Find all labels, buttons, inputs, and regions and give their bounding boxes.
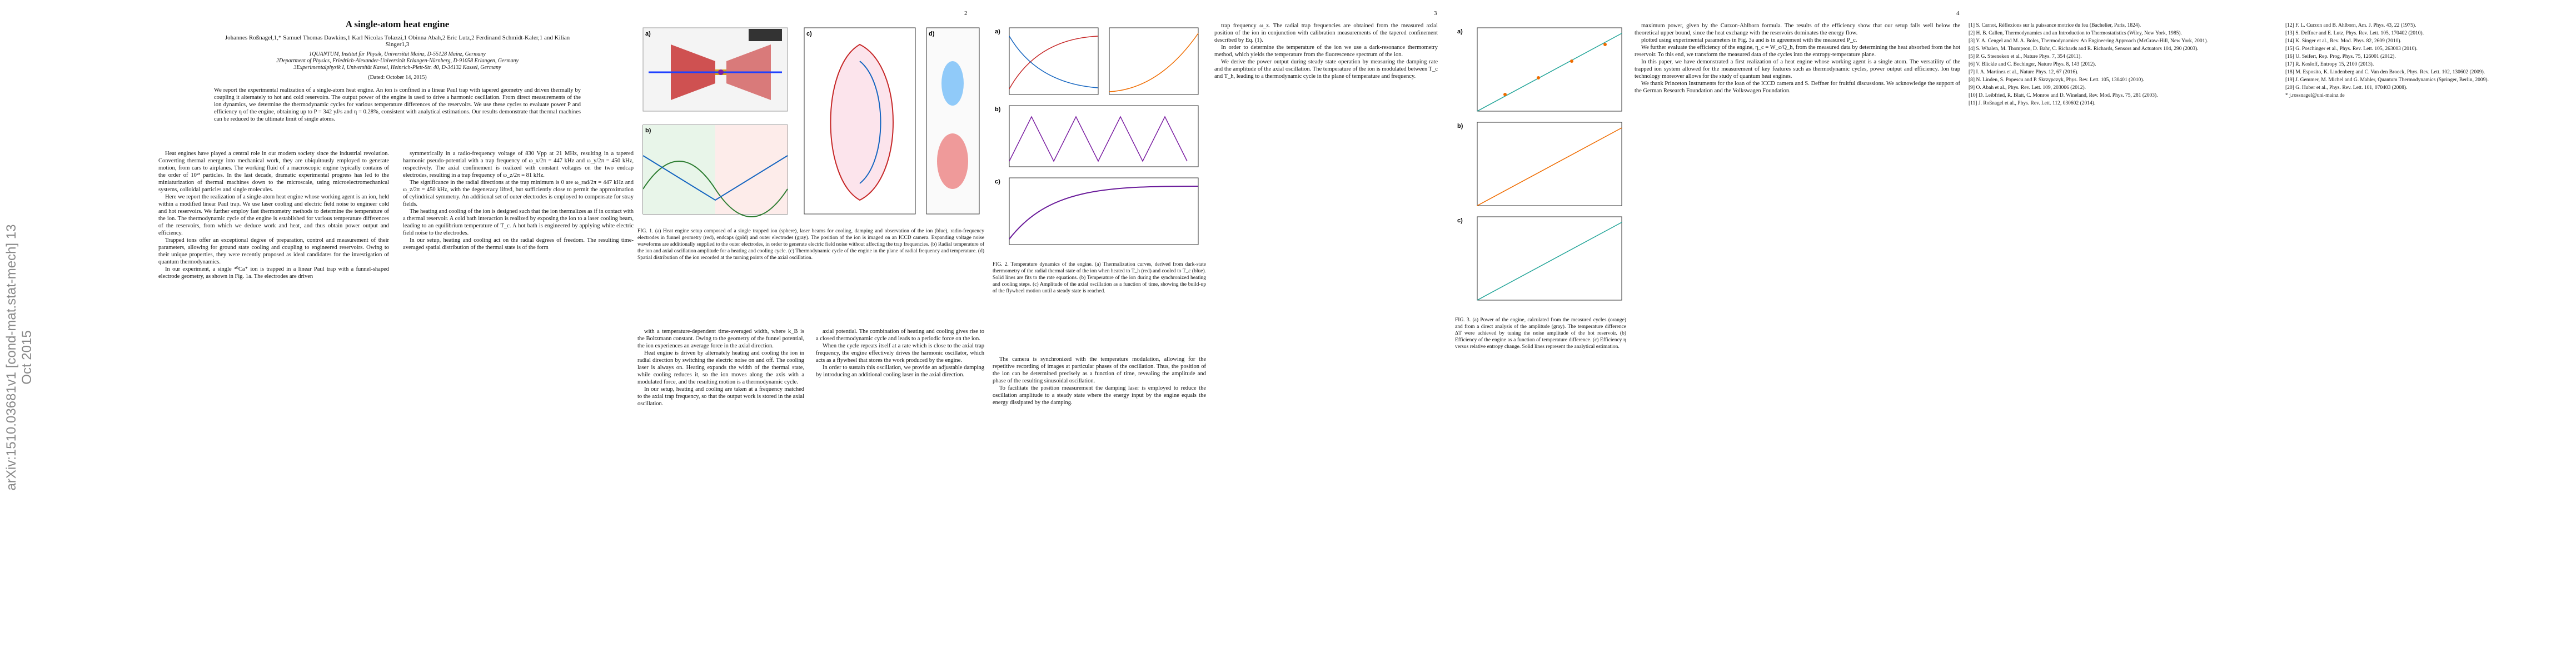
reference: [15] G. Poschinger et al., Phys. Rev. Le… — [2285, 46, 2418, 52]
figure-caption: FIG. 1. (a) Heat engine setup composed o… — [637, 228, 984, 261]
page-number: 2 — [964, 10, 968, 17]
paragraph: plotted using experimental parameters in… — [1641, 37, 1857, 43]
panel-b — [1009, 105, 1199, 167]
text-column: Heat engines have played a central role … — [158, 150, 389, 650]
figure-caption: FIG. 2. Temperature dynamics of the engi… — [993, 262, 1206, 294]
panel-a — [642, 27, 788, 112]
panel-c — [804, 27, 916, 215]
panel-label: b) — [995, 106, 1001, 113]
panel-label: c) — [995, 178, 1000, 185]
panel-d — [926, 27, 980, 215]
reference: * j.rossnagel@uni-mainz.de — [2285, 93, 2345, 98]
paragraph: In order to sustain this oscillation, we… — [816, 365, 984, 378]
panel-c — [1009, 177, 1199, 245]
reference: [5] P. G. Steeneken et al., Nature Phys.… — [1969, 54, 2082, 59]
references: [1] S. Carnot, Réflexions sur la puissan… — [1969, 22, 2276, 650]
paragraph: with a temperature-dependent time-averag… — [637, 328, 804, 349]
affiliation: 2Department of Physics, Friedrich-Alexan… — [276, 58, 519, 64]
text-column: The camera is synchronized with the temp… — [993, 356, 1206, 650]
paragraph: When the cycle repeats itself at a rate … — [816, 343, 984, 364]
paragraph: Here we report the realization of a sing… — [158, 194, 389, 236]
reference: [4] S. Whalen, M. Thompson, D. Bahr, C. … — [1969, 46, 2199, 52]
paragraph: The heating and cooling of the ion is de… — [403, 208, 634, 236]
paragraph: maximum power, given by the Curzon-Ahlbo… — [1635, 23, 1960, 36]
paragraph: In order to determine the temperature of… — [1214, 44, 1438, 58]
text-column: maximum power, given by the Curzon-Ahlbo… — [1635, 22, 1960, 650]
paragraph: The significance in the radial direction… — [403, 180, 634, 207]
text-column: with a temperature-dependent time-averag… — [637, 328, 804, 650]
paragraph: In this paper, we have demonstrated a fi… — [1635, 59, 1960, 79]
page-number: 3 — [1434, 10, 1437, 17]
panel-label: c) — [806, 31, 812, 37]
reference: [10] D. Leibfried, R. Blatt, C. Monroe a… — [1969, 93, 2158, 98]
paragraph: Heat engines have played a central role … — [158, 151, 389, 193]
panel-c — [1477, 216, 1622, 301]
panel-a — [1009, 27, 1199, 95]
reference: [6] V. Blickle and C. Bechinger, Nature … — [1969, 62, 2096, 67]
figure-caption: FIG. 3. (a) Power of the engine, calcula… — [1455, 317, 1626, 350]
references: [12] F. L. Curzon and B. Ahlborn, Am. J.… — [2285, 22, 2568, 650]
panel-label: a) — [995, 28, 1000, 35]
reference: [1] S. Carnot, Réflexions sur la puissan… — [1969, 23, 2141, 28]
figure-2: a) b) c) — [995, 27, 1199, 245]
arxiv-stamp: arXiv:1510.03681v1 [cond-mat.stat-mech] … — [4, 224, 34, 491]
title: A single-atom heat engine — [345, 19, 450, 29]
affiliations: 1QUANTUM, Institut für Physik, Universit… — [214, 51, 581, 71]
panel-label: b) — [1457, 123, 1463, 130]
panel-label: d) — [929, 31, 935, 37]
paragraph: symmetrically in a radio-frequency volta… — [403, 151, 634, 178]
paragraph: In our setup, heating and cooling are ta… — [637, 386, 804, 407]
paragraph: axial potential. The combination of heat… — [816, 328, 984, 342]
reference: [14] K. Singer et al., Rev. Mod. Phys. 8… — [2285, 38, 2401, 44]
reference: [2] H. B. Callen, Thermodynamics and an … — [1969, 31, 2182, 36]
reference: [16] U. Seifert, Rep. Prog. Phys. 75, 12… — [2285, 54, 2396, 59]
paragraph: trap frequency ω_z. The radial trap freq… — [1214, 23, 1438, 43]
text-column: symmetrically in a radio-frequency volta… — [403, 150, 634, 650]
reference: [13] S. Deffner and E. Lutz, Phys. Rev. … — [2285, 31, 2424, 36]
abstract: We report the experimental realization o… — [214, 87, 581, 122]
panel-label: a) — [1457, 28, 1463, 35]
figure-3: a) b) c) — [1457, 27, 1622, 301]
paragraph: Heat engine is driven by alternately hea… — [637, 350, 804, 385]
reference: [18] M. Esposito, K. Lindenberg and C. V… — [2285, 69, 2485, 75]
figure-1: a) b) c) d) — [637, 22, 984, 222]
affiliation: 1QUANTUM, Institut für Physik, Universit… — [309, 51, 486, 57]
date: (Dated: October 14, 2015) — [368, 74, 427, 81]
panel-b — [1477, 122, 1622, 206]
text-column: trap frequency ω_z. The radial trap freq… — [1214, 22, 1438, 650]
panel-label: a) — [645, 31, 651, 37]
reference: [12] F. L. Curzon and B. Ahlborn, Am. J.… — [2285, 23, 2416, 28]
reference: [8] N. Linden, S. Popescu and P. Skrzypc… — [1969, 77, 2144, 83]
paragraph: We thank Princeton Instruments for the l… — [1635, 81, 1960, 94]
reference: [20] G. Huber et al., Phys. Rev. Lett. 1… — [2285, 85, 2408, 91]
reference: [3] Y. A. Cengel and M. A. Boles, Thermo… — [1969, 38, 2208, 44]
reference: [9] O. Abah et al., Phys. Rev. Lett. 109… — [1969, 85, 2086, 91]
paragraph: To facilitate the position measurement t… — [993, 385, 1206, 406]
reference: [17] R. Kosloff, Entropy 15, 2100 (2013)… — [2285, 62, 2374, 67]
text-column: axial potential. The combination of heat… — [816, 328, 984, 650]
authors: Johannes Roßnagel,1,* Samuel Thomas Dawk… — [225, 34, 570, 48]
reference: [7] I. A. Martínez et al., Nature Phys. … — [1969, 69, 2079, 75]
paragraph: In our setup, heating and cooling act on… — [403, 237, 634, 251]
paragraph: The camera is synchronized with the temp… — [993, 356, 1206, 384]
paragraph: In our experiment, a single ⁴⁰Ca⁺ ion is… — [158, 266, 389, 280]
paragraph: We derive the power output during steady… — [1214, 59, 1438, 79]
paragraph: Trapped ions offer an exceptional degree… — [158, 237, 389, 265]
panel-a — [1477, 27, 1622, 112]
affiliation: 3Experimentalphysik I, Universität Kasse… — [293, 64, 501, 71]
panel-label: c) — [1457, 217, 1463, 224]
reference: [11] J. Roßnagel et al., Phys. Rev. Lett… — [1969, 101, 2096, 106]
paragraph: We further evaluate the efficiency of th… — [1635, 44, 1960, 58]
page-number: 4 — [1956, 10, 1960, 17]
reference: [19] J. Gemmer, M. Michel and G. Mahler,… — [2285, 77, 2489, 83]
panel-label: b) — [645, 127, 651, 134]
panel-b — [642, 125, 788, 217]
